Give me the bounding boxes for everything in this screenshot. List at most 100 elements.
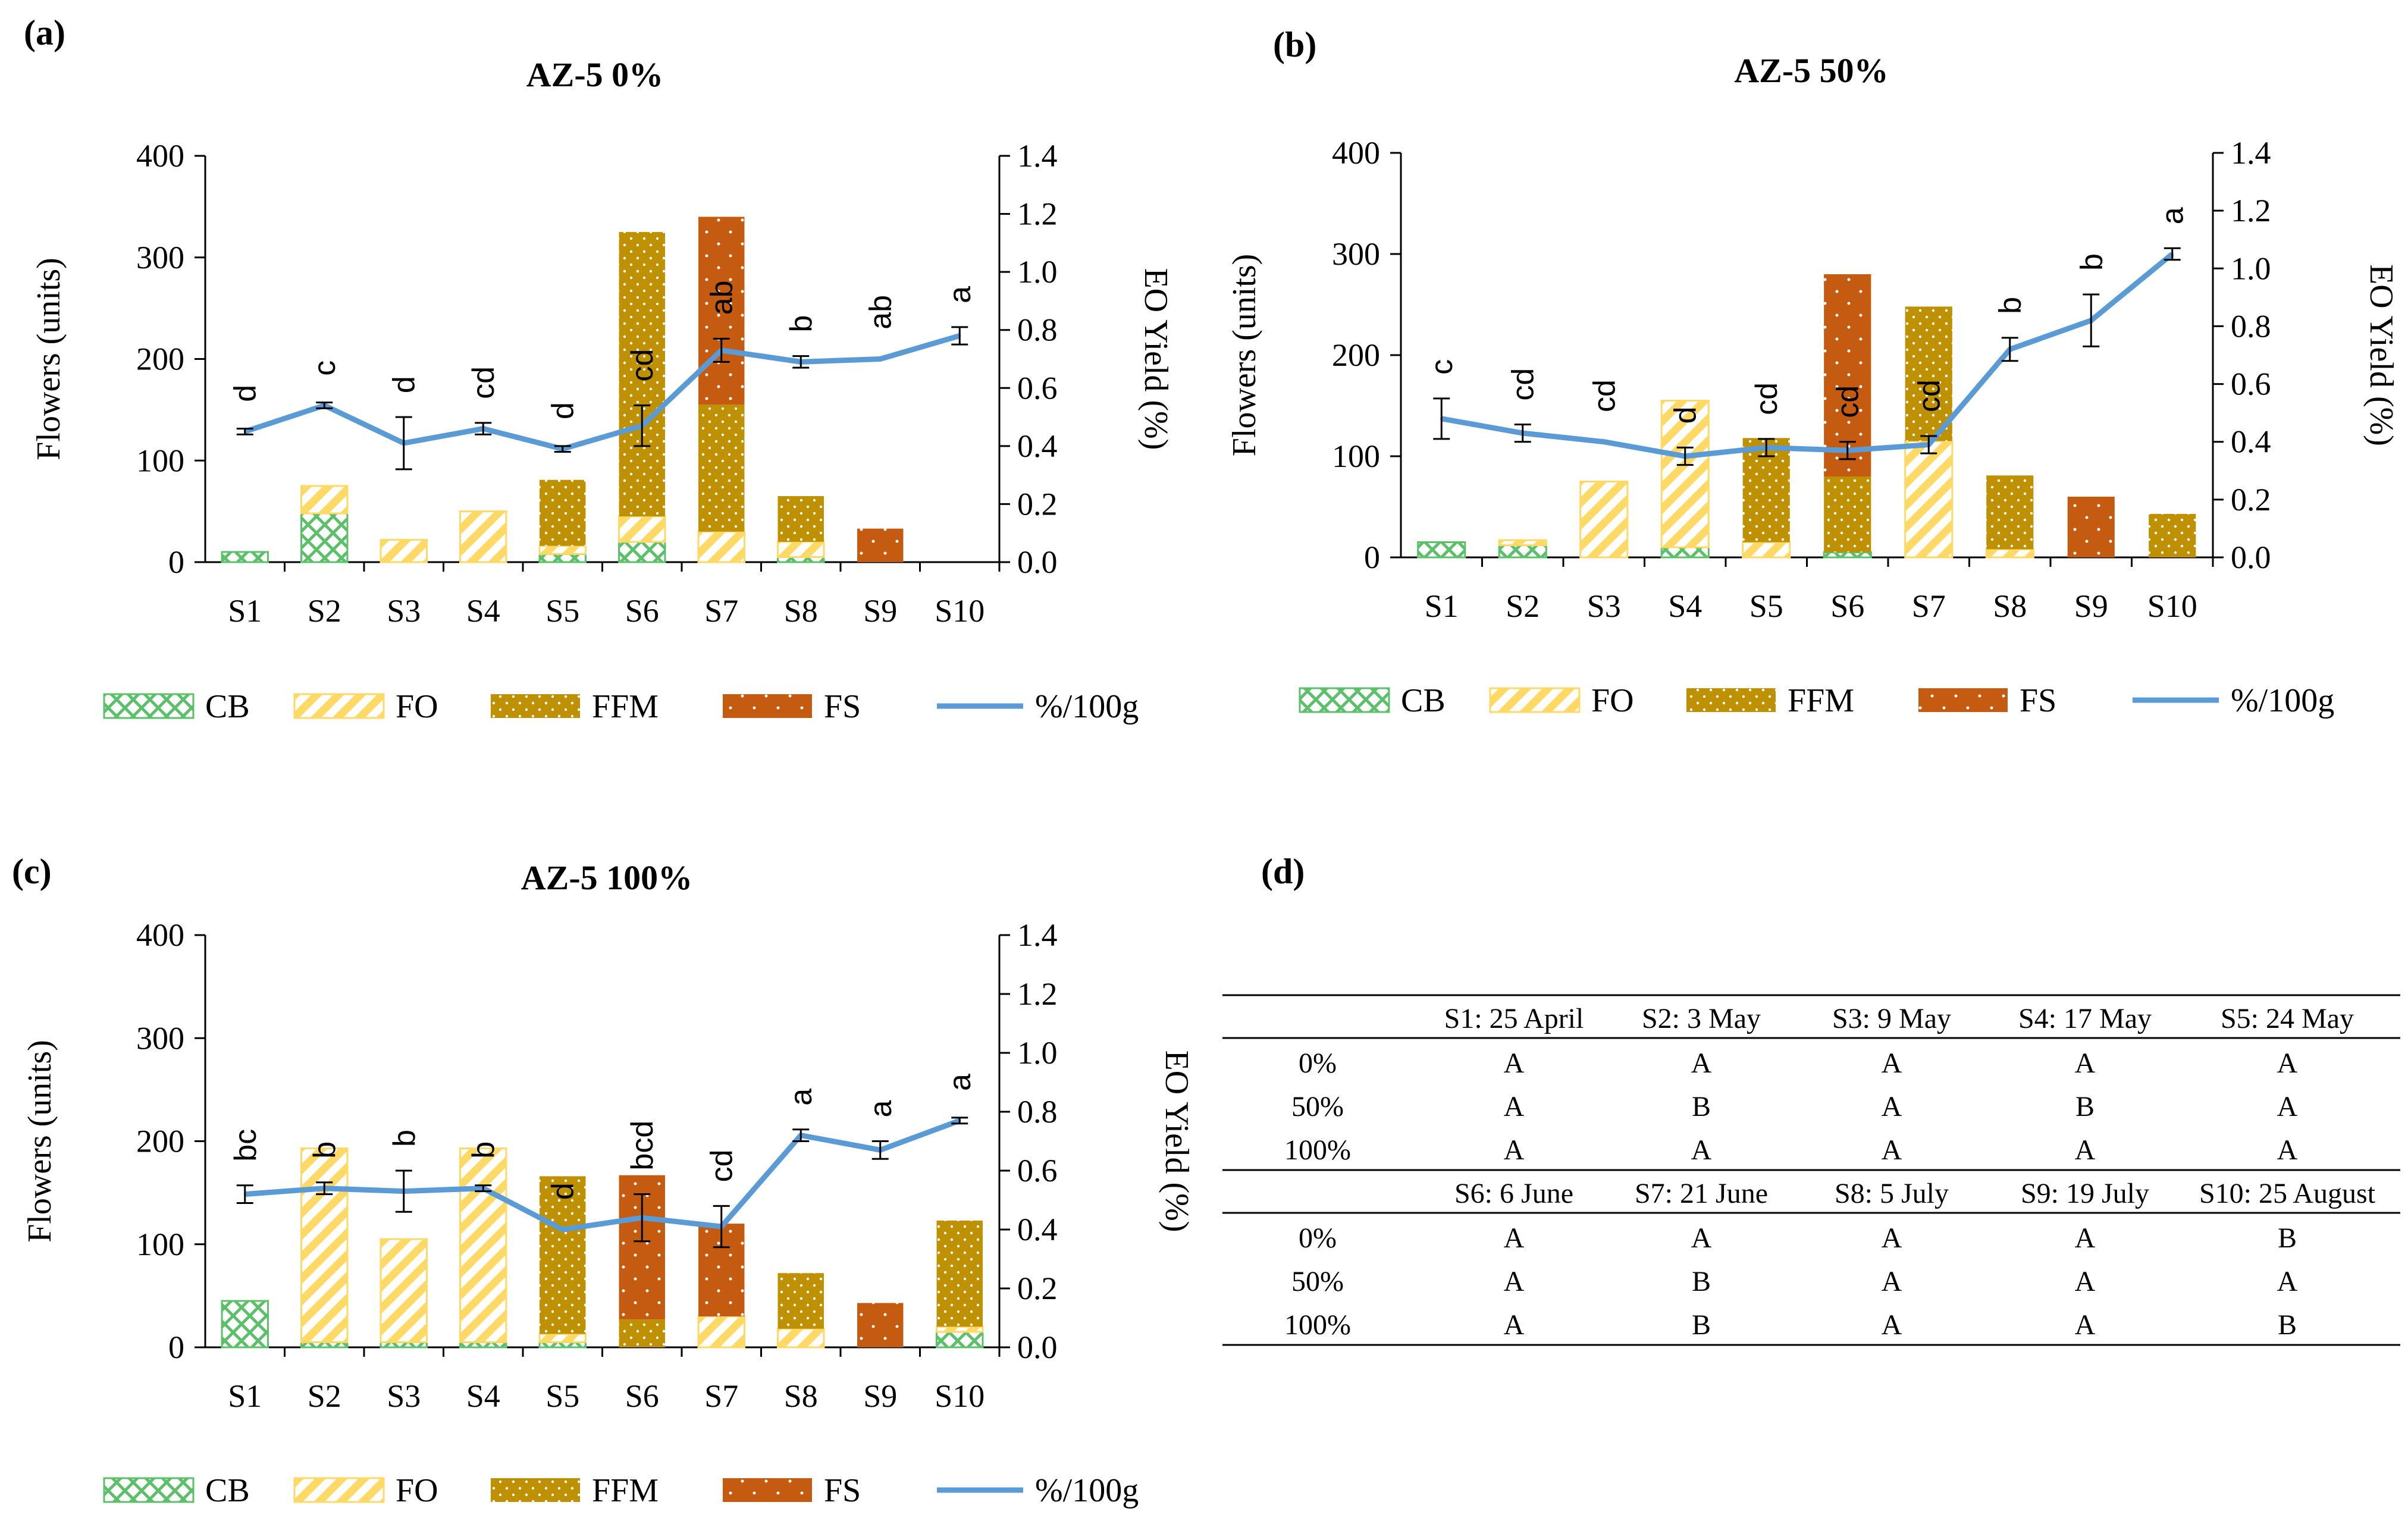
bar-FO-S2 [300,485,349,515]
table-cell: A [2277,1091,2298,1122]
table-cell: A [2277,1266,2298,1297]
table-cell: A [1504,1266,1525,1297]
bar-FO-S2 [1498,539,1547,547]
y2-tick-label: 1.4 [1017,138,1058,174]
x-tick-label: S6 [1830,588,1864,624]
table-cell: A [1882,1309,1902,1341]
y2-tick-label: 1.4 [1017,917,1058,953]
table-header-cell: S1: 25 April [1444,1003,1584,1034]
table-cell: B [1692,1266,1711,1297]
x-tick-label: S4 [466,593,500,629]
significance-letter: b [2074,253,2109,271]
bar-FFM-S6 [619,232,665,517]
bar-FFM-S6 [1824,476,1871,553]
y-axis-label: Flowers (units) [1226,254,1263,457]
y-tick-label: 100 [136,1227,184,1262]
y-tick-label: 400 [1332,135,1380,171]
table-cell: A [2075,1266,2096,1297]
legend-swatch-FFM [1686,688,1776,712]
table-header-cell: S3: 9 May [1832,1003,1951,1034]
table-header-cell: S5: 24 May [2221,1003,2354,1034]
bar-FO-S6 [618,515,666,543]
significance-letter: cd [705,1149,739,1182]
y2-tick-label: 1.2 [2231,193,2271,228]
table-header-cell: S7: 21 June [1635,1178,1768,1209]
bar-FS-S7 [698,217,745,405]
table-cell: B [1692,1091,1711,1122]
y2-tick-label: 0.6 [1017,370,1058,406]
bar-CB-S1 [221,551,269,563]
significance-letter: cd [1506,368,1541,401]
panel-c-title: AZ-5 100% [521,858,692,897]
bar-CB-S2 [1498,544,1547,559]
legend-swatch-FS [1918,688,2008,712]
significance-letter: ab [864,295,898,330]
table-cell: 50% [1291,1266,1344,1297]
legend-label: CB [205,688,250,725]
table-cell: 0% [1299,1222,1337,1254]
legend-label: %/100g [2231,682,2334,719]
table-cell: B [2075,1091,2095,1122]
bar-FO-S10 [936,1325,984,1333]
significance-letter: a [943,1074,977,1091]
y-tick-label: 0 [168,544,184,580]
significance-letter: d [1669,407,1703,424]
chart-az5-0: 0 100 200 300 400 0.0 0.2 0.4 0.6 0.8 1.0 1.2 1.4 Flo… [30,138,1174,725]
legend-swatch-CB [103,693,195,719]
table-cell: A [2075,1134,2096,1166]
y-tick-label: 100 [136,443,184,478]
table-cell: A [1882,1222,1902,1254]
bar-FS-S9 [2067,497,2115,557]
panel-b-label: (b) [1273,25,1316,64]
y2-tick-label: 1.4 [2231,135,2271,171]
x-tick-label: S10 [2147,588,2197,624]
x-tick-label: S7 [704,1378,738,1414]
table-header-cell: S9: 19 July [2021,1178,2149,1209]
bar-FFM-S8 [1986,475,2034,550]
legend-label: FFM [592,688,659,725]
sampling-table: S1: 25 April S2: 3 May S3: 9 May S4: 17 May… [1222,994,2400,1346]
table-cell: 100% [1284,1134,1351,1166]
significance-letter: ab [705,281,739,315]
table-cell: 100% [1284,1309,1351,1341]
y2-tick-label: 1.0 [1017,254,1058,290]
table-cell: B [2278,1222,2297,1254]
y2-tick-label: 0.4 [1017,1212,1058,1247]
table-cell: A [1882,1048,1902,1079]
x-tick-label: S9 [2074,588,2108,624]
bar-CB-S4 [1660,546,1710,559]
y-tick-label: 0 [1364,540,1380,575]
y-tick-label: 300 [1332,236,1380,272]
y-tick-label: 200 [136,341,184,377]
x-tick-label: S3 [387,1378,421,1414]
legend-label: %/100g [1035,1472,1139,1509]
yield-point-S3 [1603,440,1606,443]
y2-tick-label: 0.0 [1017,544,1058,580]
significance-letter: b [784,315,819,333]
bar-FO-S7 [1904,440,1954,559]
y2-tick-label: 1.0 [2231,250,2271,286]
x-tick-label: S10 [935,1378,984,1414]
table-cell: A [2075,1048,2096,1079]
bar-FS-S9 [857,528,904,562]
y2-axis-label: EO Yield (%) [1158,1050,1195,1233]
x-tick-label: S3 [1587,588,1621,624]
y-tick-label: 200 [1332,337,1380,373]
y2-tick-label: 1.0 [1017,1035,1058,1071]
x-tick-label: S8 [784,1378,818,1414]
y2-tick-label: 0.0 [1017,1329,1058,1365]
table-cell: A [2075,1222,2096,1254]
legend-swatch-FS [723,1478,812,1502]
table-cell: A [1691,1048,1712,1079]
table-header-cell: S6: 6 June [1454,1178,1573,1209]
table-cell: A [1504,1134,1525,1166]
table-cell: A [1504,1048,1525,1079]
x-tick-label: S7 [704,593,738,629]
table-cell: A [1504,1309,1525,1341]
legend-label: %/100g [1035,688,1139,725]
table-header-cell: S8: 5 July [1835,1178,1949,1209]
x-tick-label: S9 [863,1378,897,1414]
significance-letter: c [1425,359,1459,375]
panel-b-title: AZ-5 50% [1734,51,1888,90]
